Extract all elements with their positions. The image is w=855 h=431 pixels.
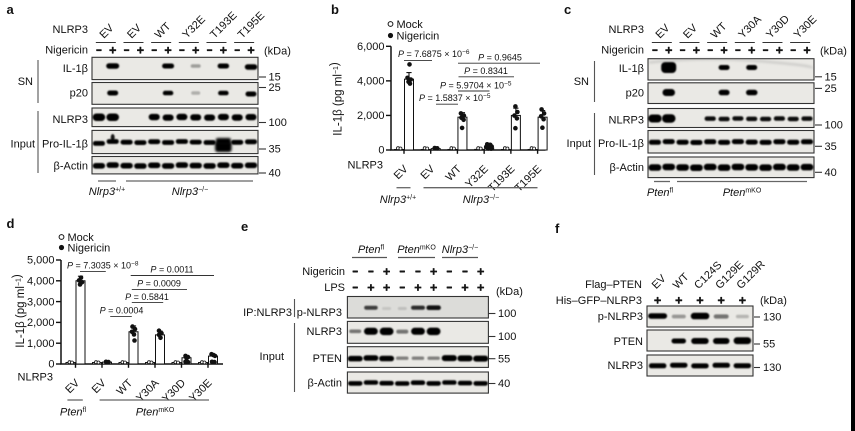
- svg-text:55: 55: [763, 339, 775, 351]
- svg-text:NLRP3: NLRP3: [53, 24, 88, 36]
- svg-text:Nlrp3−/−: Nlrp3−/−: [172, 186, 208, 198]
- svg-text:Input: Input: [260, 351, 284, 363]
- svg-text:P = 5.9704 × 10−5: P = 5.9704 × 10−5: [440, 80, 512, 90]
- svg-text:NLRP3: NLRP3: [609, 24, 644, 36]
- svg-text:Mock: Mock: [397, 19, 424, 31]
- svg-text:100: 100: [498, 308, 516, 320]
- svg-text:p20: p20: [70, 88, 88, 100]
- svg-text:His–GFP–NLRP3: His–GFP–NLRP3: [556, 295, 642, 307]
- svg-text:Nigericin: Nigericin: [302, 266, 345, 278]
- svg-text:Ptenfl: Ptenfl: [647, 187, 674, 199]
- svg-text:PtenmKO: PtenmKO: [136, 407, 175, 419]
- svg-text:β-Actin: β-Actin: [54, 161, 88, 173]
- svg-text:d: d: [7, 216, 15, 231]
- svg-text:2,000: 2,000: [27, 317, 55, 329]
- svg-text:IL-1β: IL-1β: [619, 63, 644, 75]
- svg-text:Nlrp3−/−: Nlrp3−/−: [442, 244, 478, 256]
- svg-text:Input: Input: [11, 139, 35, 151]
- svg-text:P = 0.0009: P = 0.0009: [137, 279, 181, 289]
- svg-text:1,000: 1,000: [27, 338, 55, 350]
- svg-text:0: 0: [378, 145, 384, 157]
- svg-text:a: a: [7, 2, 15, 17]
- svg-text:β-Actin: β-Actin: [610, 162, 644, 174]
- svg-text:15: 15: [825, 72, 837, 84]
- svg-text:Nigericin: Nigericin: [397, 30, 440, 42]
- svg-text:PTEN: PTEN: [313, 353, 342, 365]
- svg-text:(kDa): (kDa): [496, 286, 523, 298]
- svg-text:6,000: 6,000: [357, 41, 385, 53]
- svg-text:2,000: 2,000: [357, 110, 385, 122]
- svg-text:IL-1β: IL-1β: [63, 63, 88, 75]
- svg-text:Nlrp3−/−: Nlrp3−/−: [463, 194, 499, 206]
- svg-text:5,000: 5,000: [27, 255, 55, 267]
- svg-text:(kDa): (kDa): [760, 295, 787, 307]
- svg-text:Nigericin: Nigericin: [601, 45, 644, 57]
- svg-text:NLRP3: NLRP3: [18, 371, 53, 383]
- svg-text:NLRP3: NLRP3: [608, 360, 643, 372]
- svg-text:p-NLRP3: p-NLRP3: [297, 307, 342, 319]
- svg-text:100: 100: [269, 117, 287, 129]
- svg-text:P = 7.6875 × 10−6: P = 7.6875 × 10−6: [398, 49, 470, 59]
- svg-text:NLRP3: NLRP3: [609, 115, 644, 127]
- svg-text:P = 0.0011: P = 0.0011: [150, 265, 193, 275]
- svg-text:(kDa): (kDa): [264, 46, 291, 58]
- svg-text:25: 25: [269, 82, 281, 94]
- svg-text:SN: SN: [18, 76, 33, 88]
- svg-text:P = 7.3035 × 10−8: P = 7.3035 × 10−8: [67, 260, 139, 270]
- svg-text:130: 130: [763, 362, 781, 374]
- svg-text:c: c: [564, 2, 571, 17]
- svg-text:25: 25: [825, 83, 837, 95]
- svg-text:PtenmKO: PtenmKO: [723, 187, 762, 199]
- svg-text:SN: SN: [574, 76, 589, 88]
- svg-text:IL-1β (pg ml−1): IL-1β (pg ml−1): [329, 62, 345, 136]
- svg-text:4,000: 4,000: [357, 76, 385, 88]
- svg-text:Pro-IL-1β: Pro-IL-1β: [42, 139, 88, 151]
- svg-text:P = 0.9645: P = 0.9645: [478, 53, 522, 63]
- svg-text:PTEN: PTEN: [614, 336, 643, 348]
- svg-text:Nlrp3+/+: Nlrp3+/+: [89, 186, 125, 198]
- svg-text:LPS: LPS: [324, 282, 345, 294]
- svg-text:Pro-IL-1β: Pro-IL-1β: [598, 138, 644, 150]
- svg-text:100: 100: [498, 331, 516, 343]
- svg-text:NLRP3: NLRP3: [348, 159, 383, 171]
- svg-text:35: 35: [825, 141, 837, 153]
- svg-text:40: 40: [825, 167, 837, 179]
- svg-text:PtenmKO: PtenmKO: [397, 244, 436, 256]
- svg-text:p-NLRP3: p-NLRP3: [598, 311, 643, 323]
- svg-text:0: 0: [48, 359, 54, 371]
- svg-text:15: 15: [269, 72, 281, 84]
- svg-text:Ptenfl: Ptenfl: [358, 244, 385, 256]
- svg-text:P = 0.8341: P = 0.8341: [464, 66, 508, 76]
- svg-text:IP:NLRP3: IP:NLRP3: [243, 307, 292, 319]
- svg-text:e: e: [241, 219, 248, 234]
- svg-text:NLRP3: NLRP3: [53, 114, 88, 126]
- svg-text:Input: Input: [567, 138, 591, 150]
- svg-text:P = 0.0004: P = 0.0004: [100, 306, 144, 316]
- svg-text:4,000: 4,000: [27, 276, 55, 288]
- svg-text:130: 130: [763, 312, 781, 324]
- svg-text:Ptenfl: Ptenfl: [60, 407, 87, 419]
- svg-text:40: 40: [498, 378, 510, 390]
- svg-text:NLRP3: NLRP3: [307, 326, 342, 338]
- svg-text:Mock: Mock: [68, 232, 95, 244]
- svg-text:40: 40: [269, 168, 281, 180]
- svg-text:b: b: [331, 2, 339, 17]
- svg-text:3,000: 3,000: [27, 296, 55, 308]
- svg-text:Flag–PTEN: Flag–PTEN: [585, 279, 642, 291]
- svg-text:P = 0.5841: P = 0.5841: [125, 292, 169, 302]
- svg-text:100: 100: [825, 120, 843, 132]
- svg-text:Nigericin: Nigericin: [45, 45, 88, 57]
- svg-text:55: 55: [498, 353, 510, 365]
- svg-text:f: f: [555, 221, 560, 236]
- svg-text:Nlrp3+/+: Nlrp3+/+: [380, 194, 416, 206]
- svg-text:(kDa): (kDa): [820, 46, 847, 58]
- svg-text:p20: p20: [626, 88, 644, 100]
- svg-text:Nigericin: Nigericin: [68, 242, 111, 254]
- svg-text:35: 35: [269, 144, 281, 156]
- svg-text:β-Actin: β-Actin: [308, 378, 342, 390]
- svg-text:IL-1β (pg ml−1): IL-1β (pg ml−1): [12, 274, 28, 348]
- svg-text:P = 1.5837 × 10−5: P = 1.5837 × 10−5: [419, 93, 491, 103]
